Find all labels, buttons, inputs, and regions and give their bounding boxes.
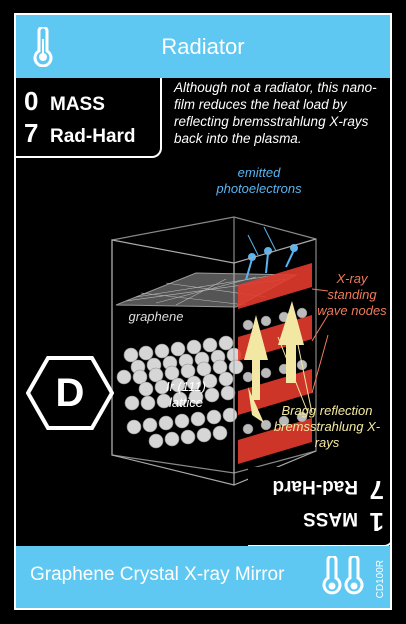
card-description: Although not a radiator, this nano-film … [174, 80, 377, 146]
mass-value: 0 [24, 86, 39, 116]
stat-row: 7 Rad-Hard [248, 473, 384, 505]
bragg-arrows [244, 301, 304, 423]
standing-label: X-ray standing wave nodes [317, 271, 387, 318]
card-title: Radiator [161, 33, 245, 59]
double-thermometer-icon [322, 556, 364, 595]
stat-row: 0 MASS [24, 86, 160, 118]
stats-box-inverted: 1 MASS 7 Rad-Hard [248, 467, 390, 547]
lattice-label: Ir (111) lattice [166, 379, 206, 410]
radhard-label-inverted: Rad-Hard [272, 476, 358, 497]
emitted-label: emitted photoelectrons [216, 165, 302, 196]
atom-lattice [116, 335, 244, 449]
radhard-value: 7 [24, 118, 39, 148]
stats-box: 0 MASS 7 Rad-Hard [16, 78, 162, 158]
card: Radiator 0 MASS 7 Rad-Hard Although not … [14, 13, 392, 610]
radhard-value-inverted: 7 [369, 475, 384, 505]
radhard-label: Rad-Hard [50, 126, 136, 147]
stat-row: 7 Rad-Hard [24, 118, 160, 150]
badge-letter: D [56, 371, 85, 415]
card-footer: Graphene Crystal X-ray Mirror CD100R [16, 546, 390, 608]
mass-label: MASS [50, 94, 105, 115]
card-name: Graphene Crystal X-ray Mirror [30, 564, 285, 585]
mass-label-inverted: MASS [303, 508, 358, 529]
bragg-label: Bragg reflection bremsstrahlung X-rays [273, 403, 381, 450]
d-badge: D [26, 356, 114, 430]
stat-row: 1 MASS [248, 505, 384, 537]
card-header: Radiator [16, 15, 390, 78]
mirror-illustration [111, 216, 329, 486]
thermometer-icon [33, 27, 53, 67]
card-code: CD100R [375, 560, 386, 599]
mass-value-inverted: 1 [369, 507, 384, 537]
graphene-label: graphene [128, 309, 184, 324]
